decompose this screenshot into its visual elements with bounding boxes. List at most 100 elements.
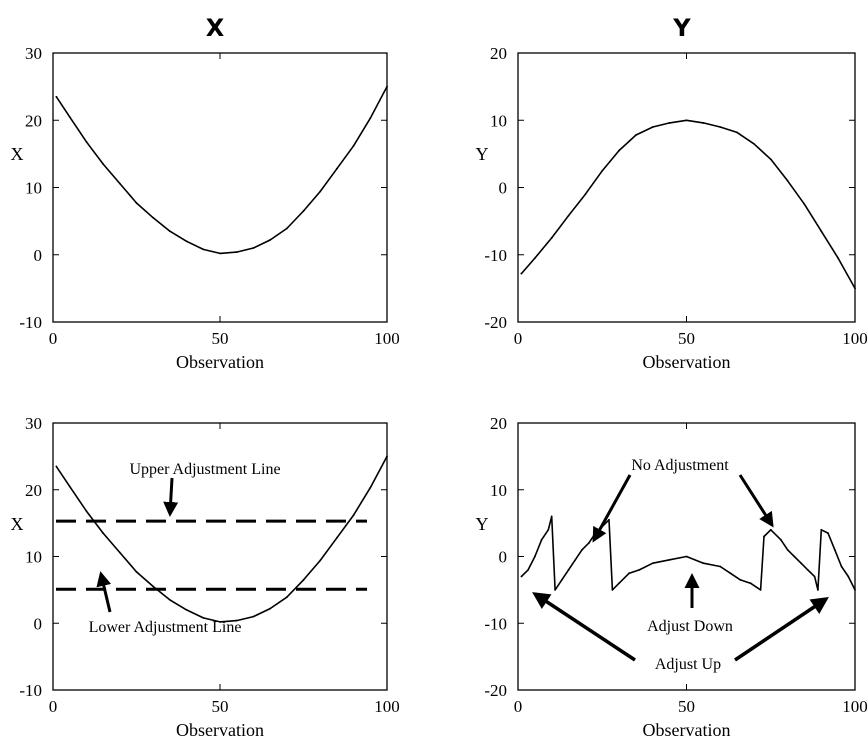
data-point [635, 134, 637, 136]
data-point [269, 239, 271, 241]
data-point [820, 230, 823, 233]
data-point [763, 535, 765, 538]
data-point [235, 619, 238, 622]
data-point [352, 144, 355, 147]
annotations-adjustment-lines: Upper Adjustment Line Lower Adjustment Li… [89, 461, 281, 636]
data-point [547, 528, 550, 531]
data-point [786, 548, 789, 551]
data-point [854, 588, 856, 591]
data-point [540, 538, 543, 541]
data-point [702, 562, 705, 565]
data-point [638, 568, 641, 571]
y-tick-label: -10 [484, 246, 507, 265]
chart-panel-1: -10 0 10 20 30 0 50 100 Observation X [11, 44, 400, 372]
data-point [827, 532, 829, 535]
x-tick-label: 0 [514, 697, 523, 716]
data-point [85, 510, 88, 513]
data-point [719, 126, 722, 128]
data-point [386, 455, 388, 458]
x-tick-label: 50 [212, 329, 229, 348]
data-point [135, 202, 138, 204]
y-tick-label: -10 [19, 313, 42, 332]
data-point [352, 514, 355, 517]
data-point [618, 149, 620, 152]
series-line [55, 86, 388, 255]
y-tick-label: 20 [25, 481, 42, 500]
data-point [668, 122, 671, 124]
y-tick-label: 0 [34, 246, 43, 265]
data-point [567, 214, 570, 217]
data-point [550, 515, 553, 518]
y-tick-label: 30 [25, 414, 42, 433]
data-point [85, 140, 88, 143]
data-point [302, 578, 305, 581]
data-point [336, 167, 338, 170]
data-point [285, 227, 288, 230]
x-axis-label: Observation [176, 352, 264, 372]
data-point [702, 122, 705, 124]
data-point [840, 565, 843, 568]
data-point [269, 607, 271, 610]
column-title-y: Y [672, 14, 691, 42]
data-point [285, 596, 288, 599]
data-point [786, 179, 789, 182]
data-point [169, 230, 171, 233]
chart-panel-2: -20 -10 0 10 20 0 50 100 Observation Y [476, 44, 868, 372]
y-axis-label: X [11, 514, 24, 534]
data-point [135, 570, 138, 573]
no-adjustment-arrow-left [592, 474, 632, 543]
data-point [55, 95, 58, 98]
data-point [668, 558, 671, 561]
x-tick-label: 100 [842, 697, 868, 716]
data-point [800, 562, 802, 565]
data-point [574, 558, 577, 561]
no-adjustment-arrow-right [738, 474, 774, 528]
x-axis-label: Observation [176, 720, 264, 740]
data-point [817, 588, 819, 591]
annotation-upper-adjustment-line: Upper Adjustment Line [129, 461, 280, 478]
data-point [847, 575, 850, 578]
data-point [560, 578, 563, 581]
x-tick-label: 50 [678, 697, 695, 716]
data-point [749, 582, 752, 585]
data-point [152, 216, 155, 219]
data-point [102, 532, 104, 535]
data-point [252, 247, 255, 249]
data-point [235, 251, 238, 253]
data-point [55, 465, 58, 468]
data-point [118, 551, 121, 554]
x-tick-label: 50 [212, 697, 229, 716]
annotation-lower-adjustment-line: Lower Adjustment Line [89, 619, 242, 636]
data-point [202, 617, 205, 619]
y-tick-label: 10 [25, 548, 42, 567]
y-tick-label: 20 [25, 111, 42, 130]
y-tick-label: 0 [34, 614, 43, 633]
column-title-x: X [206, 14, 225, 42]
data-point [803, 203, 806, 206]
data-point [302, 210, 305, 212]
annotation-no-adjustment: No Adjustment [631, 457, 729, 474]
data-point [833, 548, 836, 551]
x-tick-label: 0 [49, 329, 58, 348]
data-point [769, 158, 772, 161]
y-tick-label: 10 [490, 481, 507, 500]
data-point [601, 169, 604, 172]
annotations-adjustments: No Adjustment Adjust Down Adjust Up [532, 457, 829, 673]
data-point [618, 582, 620, 585]
y-axis-label: Y [476, 144, 489, 164]
series-line [520, 515, 856, 591]
data-point [219, 621, 221, 623]
data-point [584, 193, 587, 196]
data-point [806, 568, 809, 571]
x-axis-label: Observation [643, 352, 731, 372]
x-tick-label: 100 [374, 697, 400, 716]
x-tick-label: 100 [374, 329, 400, 348]
data-point [651, 126, 654, 128]
y-tick-label: -20 [484, 681, 507, 700]
data-point [854, 287, 856, 290]
data-point [169, 598, 171, 601]
x-tick-label: 100 [842, 329, 868, 348]
y-tick-label: -20 [484, 313, 507, 332]
data-point [550, 237, 553, 239]
y-tick-label: 0 [499, 548, 508, 567]
